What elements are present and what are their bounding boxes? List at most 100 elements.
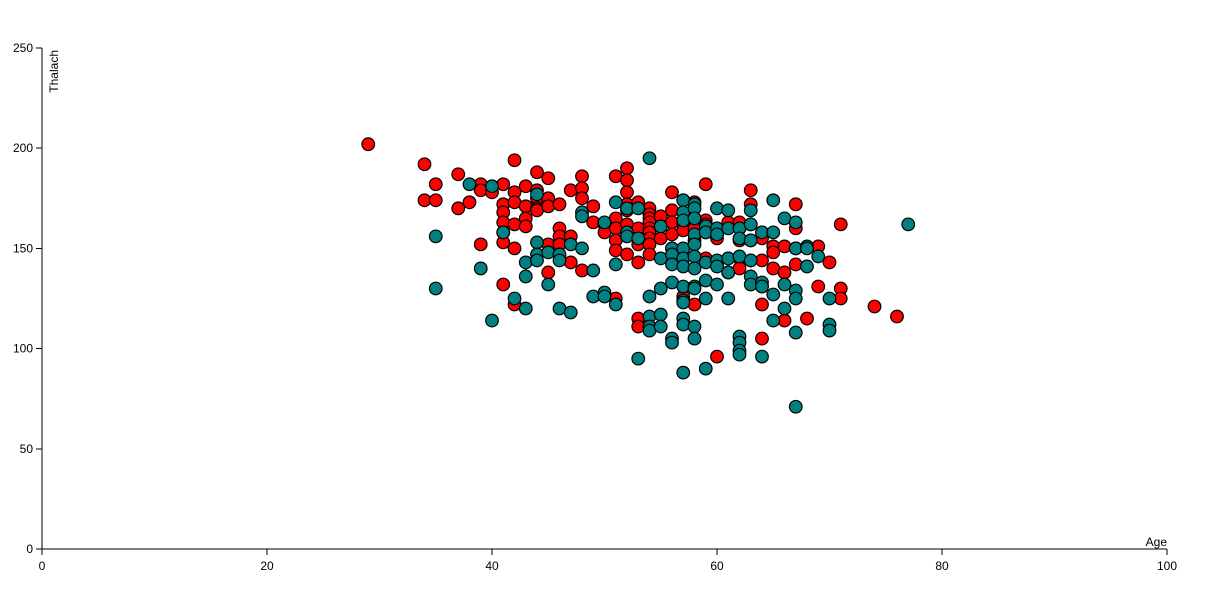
scatter-point (755, 279, 769, 294)
scatter-point (530, 253, 544, 268)
scatter-point (721, 265, 736, 280)
scatter-point (777, 265, 792, 280)
scatter-point (530, 165, 544, 180)
scatter-point (721, 251, 736, 266)
scatter-point (541, 265, 556, 280)
scatter-point (631, 255, 646, 270)
scatter-point (822, 255, 837, 270)
scatter-point (642, 289, 657, 304)
scatter-point (687, 319, 702, 334)
scatter-point (766, 245, 781, 260)
scatter-point (451, 201, 466, 216)
y-tick-label: 150 (13, 241, 33, 255)
y-tick-label: 50 (20, 442, 34, 456)
scatter-point (620, 173, 634, 188)
scatter-point (541, 171, 556, 186)
scatter-point (485, 313, 499, 328)
y-tick-label: 200 (13, 141, 33, 155)
scatter-point (743, 277, 758, 292)
scatter-point (361, 137, 376, 152)
scatter-point (721, 203, 736, 218)
scatter-point (822, 291, 837, 306)
scatter-point (642, 151, 657, 166)
scatter-point (496, 177, 511, 192)
scatter-point (800, 259, 814, 274)
scatter-point (766, 313, 781, 328)
scatter-point (530, 235, 544, 250)
scatter-point (755, 349, 769, 364)
scatter-point (597, 215, 612, 230)
scatter-point (507, 241, 522, 256)
scatter-point (586, 199, 601, 214)
scatter-point (665, 335, 679, 350)
scatter-point (710, 201, 724, 216)
scatter-point (541, 277, 556, 292)
scatter-point (575, 169, 589, 184)
scatter-point (676, 295, 691, 310)
scatter-point (563, 305, 578, 320)
scatter-point (496, 277, 511, 292)
scatter-point (777, 277, 792, 292)
scatter-point (552, 197, 567, 212)
scatter-point (811, 279, 826, 294)
x-tick-label: 60 (710, 559, 724, 573)
scatter-point (833, 217, 848, 232)
scatter-point (428, 177, 443, 192)
scatter-point (743, 203, 758, 218)
scatter-point (653, 307, 668, 322)
scatter-point (620, 229, 634, 244)
scatter-point (710, 277, 724, 292)
scatter-point (710, 349, 724, 364)
scatter-point (428, 193, 443, 208)
scatter-point (788, 197, 803, 212)
x-tick-label: 40 (485, 559, 499, 573)
scatter-point (665, 185, 679, 200)
scatter-point (766, 225, 781, 240)
scatter-point (788, 291, 803, 306)
axes: 0 20 40 60 80 100 0 50 100 150 200 250 (13, 41, 1177, 573)
scatter-point (665, 203, 679, 218)
scatter-point (597, 289, 612, 304)
scatter-point (563, 183, 578, 198)
scatter-point (608, 195, 623, 210)
scatter-point (631, 201, 646, 216)
scatter-point (451, 167, 466, 182)
scatter-point (788, 325, 803, 340)
scatter-point (541, 199, 556, 214)
scatter-point (687, 261, 702, 276)
scatter-point (743, 233, 758, 248)
scatter-point (507, 291, 522, 306)
scatter-point (687, 281, 702, 296)
scatter-point (530, 187, 544, 202)
scatter-point (507, 217, 522, 232)
scatter-point (653, 219, 668, 234)
x-tick-label: 80 (935, 559, 949, 573)
scatter-point (766, 193, 781, 208)
scatter-point (473, 261, 488, 276)
scatter-point (563, 255, 578, 270)
scatter-point (766, 287, 781, 302)
scatter-point (676, 317, 691, 332)
y-tick-label: 250 (13, 41, 33, 55)
scatter-point (698, 361, 713, 376)
scatter-point (811, 249, 826, 264)
scatter-point (687, 237, 702, 252)
scatter-point (608, 257, 623, 272)
scatter-point (575, 241, 589, 256)
scatter-point (428, 281, 443, 296)
scatter-point (755, 331, 769, 346)
scatter-point (732, 347, 747, 362)
scatter-point (462, 195, 477, 210)
scatter-point (631, 351, 646, 366)
scatter-point (743, 183, 758, 198)
scatter-point (755, 297, 769, 312)
scatter-point (518, 255, 533, 270)
scatter-point (743, 217, 758, 232)
scatter-point (777, 301, 792, 316)
y-tick-label: 100 (13, 342, 33, 356)
scatter-point (698, 177, 713, 192)
scatter-point (631, 231, 646, 246)
scatter-point (608, 297, 623, 312)
scatter-point (665, 257, 679, 272)
scatter-point (867, 299, 882, 314)
